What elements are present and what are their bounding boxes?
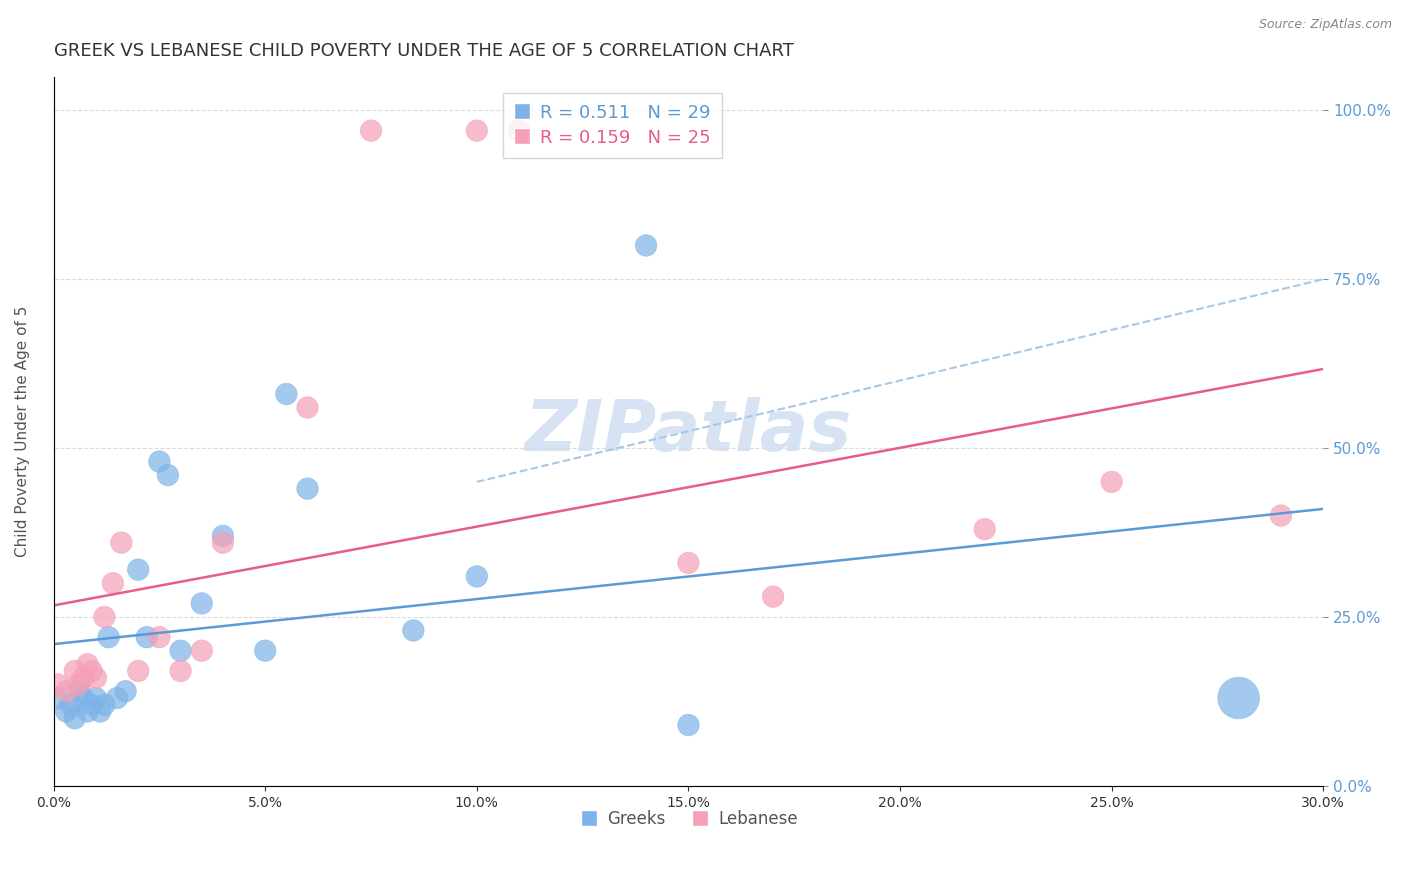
Point [254, 643, 277, 657]
Point [72, 690, 94, 705]
Point [89, 705, 111, 719]
Point [76, 705, 98, 719]
Text: GREEK VS LEBANESE CHILD POVERTY UNDER THE AGE OF 5 CORRELATION CHART: GREEK VS LEBANESE CHILD POVERTY UNDER TH… [53, 42, 793, 60]
Point [63, 711, 86, 725]
Point [114, 684, 136, 698]
Point [1101, 475, 1123, 489]
Point [297, 482, 319, 496]
Text: Source: ZipAtlas.com: Source: ZipAtlas.com [1258, 18, 1392, 31]
Point [297, 401, 319, 415]
Point [105, 690, 128, 705]
Point [190, 596, 212, 610]
Point [212, 535, 235, 549]
Point [1227, 690, 1250, 705]
Point [169, 643, 191, 657]
Point [360, 123, 382, 137]
Point [84, 690, 107, 705]
Point [93, 610, 115, 624]
Point [508, 123, 530, 137]
Point [72, 671, 94, 685]
Point [678, 556, 700, 570]
Point [1270, 508, 1292, 523]
Point [80, 664, 103, 678]
Point [636, 238, 658, 252]
Point [402, 624, 425, 638]
Point [46, 677, 69, 691]
Point [80, 698, 103, 712]
Point [67, 677, 90, 691]
Point [276, 387, 298, 401]
Point [101, 576, 124, 591]
Point [148, 454, 170, 468]
Point [762, 590, 785, 604]
Text: ZIPatlas: ZIPatlas [524, 397, 852, 466]
Point [59, 698, 82, 712]
Point [93, 698, 115, 712]
Point [127, 664, 149, 678]
Y-axis label: Child Poverty Under the Age of 5: Child Poverty Under the Age of 5 [15, 305, 30, 557]
Point [148, 630, 170, 644]
Point [84, 671, 107, 685]
Point [46, 690, 69, 705]
Point [97, 630, 120, 644]
Point [156, 468, 179, 483]
Point [110, 535, 132, 549]
Point [67, 684, 90, 698]
Point [465, 123, 488, 137]
Point [55, 705, 77, 719]
Point [190, 643, 212, 657]
Point [76, 657, 98, 672]
Point [973, 522, 995, 536]
Point [169, 664, 191, 678]
Legend: Greeks, Lebanese: Greeks, Lebanese [572, 803, 806, 834]
Point [465, 569, 488, 583]
Point [135, 630, 157, 644]
Point [212, 529, 235, 543]
Point [678, 718, 700, 732]
Point [63, 664, 86, 678]
Point [127, 563, 149, 577]
Point [55, 684, 77, 698]
